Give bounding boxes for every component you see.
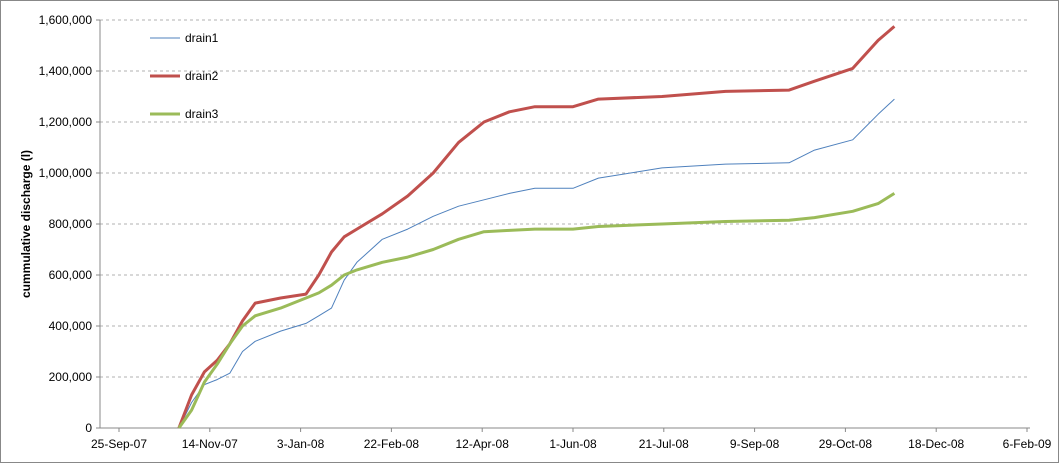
x-tick-label: 1-Jun-08 (549, 437, 597, 451)
x-tick-label: 14-Nov-07 (182, 437, 238, 451)
y-tick-label: 1,400,000 (39, 64, 93, 78)
y-axis-title: cummulative discharge (l) (19, 150, 33, 298)
x-tick-label: 12-Apr-08 (456, 437, 510, 451)
y-tick-label: 1,000,000 (39, 166, 93, 180)
data-line (178, 98, 895, 429)
y-tick-label: 600,000 (49, 268, 93, 282)
x-tick-label: 22-Feb-08 (364, 437, 420, 451)
x-tick-label: 6-Feb-09 (1003, 437, 1052, 451)
x-tick-label: 3-Jan-08 (277, 437, 325, 451)
y-tick-label: 0 (85, 421, 92, 435)
legend-label: drain1 (185, 31, 219, 45)
y-tick-label: 1,600,000 (39, 13, 93, 27)
x-tick-label: 18-Dec-08 (908, 437, 964, 451)
data-line (177, 192, 896, 429)
x-tick-label: 21-Jul-08 (639, 437, 689, 451)
legend-label: drain2 (185, 69, 219, 83)
y-tick-label: 800,000 (49, 217, 93, 231)
y-tick-label: 400,000 (49, 319, 93, 333)
x-tick-label: 29-Oct-08 (819, 437, 873, 451)
x-tick-label: 9-Sep-08 (730, 437, 780, 451)
y-tick-label: 1,200,000 (39, 115, 93, 129)
x-tick-label: 25-Sep-07 (91, 437, 147, 451)
data-line (177, 25, 896, 429)
legend-label: drain3 (185, 107, 219, 121)
y-tick-label: 200,000 (49, 370, 93, 384)
